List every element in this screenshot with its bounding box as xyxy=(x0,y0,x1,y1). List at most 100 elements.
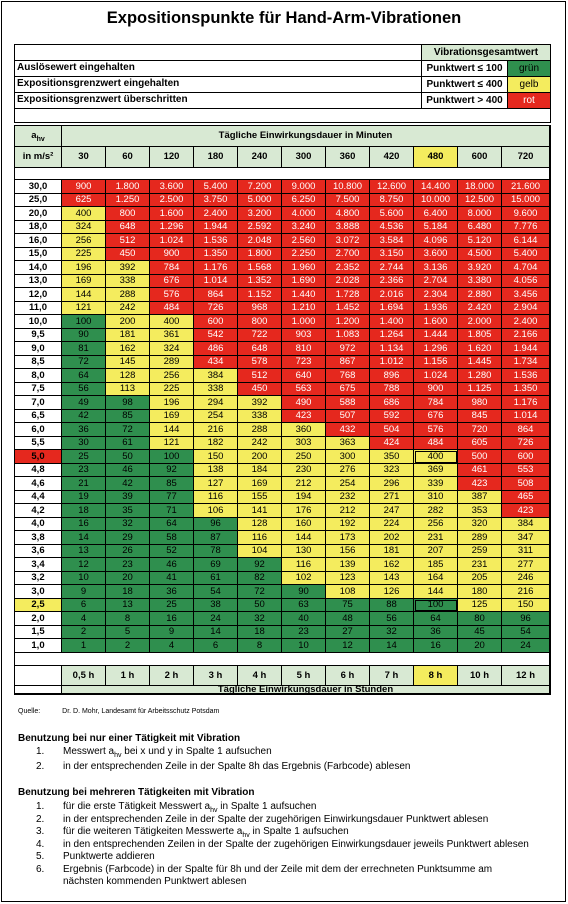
usage-single-title: Benutzung bei nur einer Tätigkeit mit Vi… xyxy=(18,733,241,744)
point-value: 6.400 xyxy=(414,207,458,221)
point-value: 247 xyxy=(370,504,414,518)
point-value: 50 xyxy=(106,450,150,464)
ahv-value: 11,0 xyxy=(15,302,62,315)
minutes-header: 60 xyxy=(106,147,150,168)
point-value: 788 xyxy=(370,383,414,396)
point-value: 139 xyxy=(326,558,370,572)
point-value: 12 xyxy=(62,558,106,572)
ahv-value: 30,0 xyxy=(15,180,62,194)
point-value: 323 xyxy=(370,464,414,477)
point-value: 36 xyxy=(62,423,106,437)
point-value: 14 xyxy=(370,639,414,653)
point-value: 1.944 xyxy=(502,342,550,356)
point-value: 504 xyxy=(370,423,414,437)
point-value: 600 xyxy=(502,450,550,464)
point-value: 387 xyxy=(458,491,502,504)
point-value: 12.600 xyxy=(370,180,414,194)
usage-step-number: 2. xyxy=(36,761,45,772)
point-value: 486 xyxy=(194,342,238,356)
ahv-value: 5,0 xyxy=(15,450,62,464)
point-value: 800 xyxy=(106,207,150,221)
point-value: 256 xyxy=(150,369,194,383)
point-value: 311 xyxy=(502,545,550,558)
point-value: 2.500 xyxy=(150,194,194,207)
point-value: 81 xyxy=(62,342,106,356)
point-value: 3.150 xyxy=(370,248,414,261)
ahv-value: 14,0 xyxy=(15,261,62,275)
point-value: 85 xyxy=(150,477,194,491)
point-value: 1.728 xyxy=(326,288,370,302)
point-value: 126 xyxy=(370,585,414,599)
point-value: 173 xyxy=(326,531,370,545)
point-value: 450 xyxy=(238,383,282,396)
usage-step-number: 3. xyxy=(36,826,45,837)
point-value: 289 xyxy=(150,356,194,369)
point-value: 867 xyxy=(326,356,370,369)
point-value: 347 xyxy=(502,531,550,545)
usage-step-pre: in der entsprechenden Zeile in der Spalt… xyxy=(63,813,489,825)
point-value: 162 xyxy=(106,342,150,356)
point-value: 3.200 xyxy=(238,207,282,221)
ahv-value: 8,0 xyxy=(15,369,62,383)
point-value: 361 xyxy=(150,329,194,342)
point-value: 121 xyxy=(150,437,194,450)
point-value: 1.200 xyxy=(326,315,370,329)
point-value: 392 xyxy=(238,396,282,410)
legend-row-color: rot xyxy=(507,93,550,108)
point-value: 726 xyxy=(502,437,550,450)
point-value: 553 xyxy=(502,464,550,477)
point-value: 19 xyxy=(62,491,106,504)
point-value: 6.250 xyxy=(282,194,326,207)
point-value: 5.184 xyxy=(414,221,458,234)
ahv-header: ahv xyxy=(15,126,62,147)
point-value: 1.134 xyxy=(370,342,414,356)
point-value: 338 xyxy=(194,383,238,396)
point-value: 350 xyxy=(370,450,414,464)
ahv-value: 9,5 xyxy=(15,329,62,342)
point-value: 160 xyxy=(282,518,326,531)
point-value: 8.000 xyxy=(458,207,502,221)
point-value: 216 xyxy=(194,423,238,437)
hours-header: 0,5 h xyxy=(62,666,106,686)
point-value: 36 xyxy=(414,626,458,639)
point-value: 36 xyxy=(150,585,194,599)
point-value: 1.210 xyxy=(282,302,326,315)
point-value: 424 xyxy=(370,437,414,450)
usage-step-text: in der entsprechenden Zeile in der Spalt… xyxy=(63,814,488,825)
point-value: 1 xyxy=(62,639,106,653)
point-value: 1.350 xyxy=(502,383,550,396)
point-value: 48 xyxy=(326,612,370,626)
point-value: 4.056 xyxy=(502,275,550,288)
point-value: 98 xyxy=(106,396,150,410)
point-value: 96 xyxy=(194,518,238,531)
legend-row: Expositionsgrenzwert eingehalten Punktwer… xyxy=(15,77,550,93)
ahv-value: 3,2 xyxy=(15,572,62,585)
point-value: 722 xyxy=(238,329,282,342)
point-value: 1.350 xyxy=(194,248,238,261)
point-value: 185 xyxy=(414,558,458,572)
point-value: 196 xyxy=(62,261,106,275)
point-value: 2.400 xyxy=(502,315,550,329)
minutes-header: 720 xyxy=(502,147,550,168)
ahv-value: 4,8 xyxy=(15,464,62,477)
point-value: 384 xyxy=(194,369,238,383)
ahv-value: 8,5 xyxy=(15,356,62,369)
point-value: 686 xyxy=(370,396,414,410)
point-value: 224 xyxy=(370,518,414,531)
point-value: 42 xyxy=(62,410,106,423)
point-value: 450 xyxy=(106,248,150,261)
point-value: 363 xyxy=(326,437,370,450)
point-value: 2.700 xyxy=(326,248,370,261)
point-value: 181 xyxy=(370,545,414,558)
point-value: 63 xyxy=(282,599,326,612)
point-value: 5.600 xyxy=(370,207,414,221)
point-value: 23 xyxy=(106,558,150,572)
usage-step-pre: Punktwerte addieren xyxy=(63,851,155,862)
point-value: 1.152 xyxy=(238,288,282,302)
point-value: 1.536 xyxy=(194,234,238,248)
point-value: 465 xyxy=(502,491,550,504)
point-value: 1.690 xyxy=(282,275,326,288)
point-value: 320 xyxy=(458,518,502,531)
point-value: 102 xyxy=(282,572,326,585)
